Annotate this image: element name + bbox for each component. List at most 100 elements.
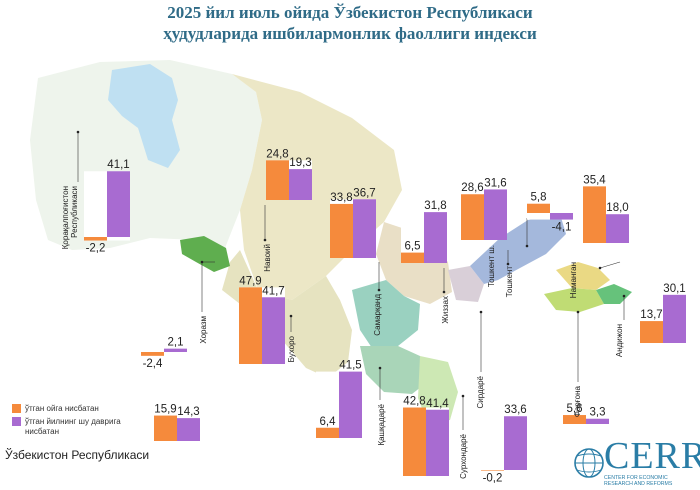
bar-yoy — [550, 213, 573, 220]
data-label-mom: 6,4 — [320, 416, 337, 428]
legend-item: ўтган ойга нисбатан — [12, 404, 140, 414]
data-label-mom: 5,8 — [531, 192, 547, 204]
region-label-наманган: Наманган — [569, 262, 578, 298]
bar-mom — [403, 407, 426, 476]
data-label-yoy: 30,1 — [663, 283, 685, 295]
bar-group: -2,4 2,1 — [141, 337, 187, 370]
region-label-андижон: Андижон — [615, 324, 624, 357]
bar-yoy — [262, 297, 285, 364]
data-label-yoy: 19,3 — [289, 157, 311, 169]
data-label-yoy: 14,3 — [177, 406, 199, 418]
region-marker — [378, 366, 382, 370]
region-label-навоий: Навоий — [263, 244, 272, 272]
legend-label-yoy: ўтган йилнинг шу даврига нисбатан — [25, 417, 121, 436]
bar-mom — [239, 287, 262, 364]
data-label-mom: 15,9 — [154, 404, 176, 416]
fergana-region — [544, 288, 604, 312]
data-label-mom: -2,4 — [143, 358, 163, 370]
bar-yoy — [484, 189, 507, 240]
bukhara-region — [222, 250, 352, 378]
navoi-region — [232, 74, 402, 300]
region-marker — [479, 310, 483, 314]
bar-yoy — [606, 214, 629, 243]
bar-group: 13,7 30,1 — [640, 283, 686, 343]
bar-mom — [563, 415, 586, 424]
samarkand-region — [352, 280, 420, 348]
bar-group: 35,4 18,0 — [583, 174, 629, 243]
region-marker — [576, 310, 580, 314]
data-label-yoy: 41,7 — [262, 285, 284, 297]
bar-group: 28,6 31,6 — [461, 177, 507, 240]
region-label-фарғона: Фарғона — [573, 385, 582, 417]
bar-mom — [330, 203, 353, 258]
leader-line — [599, 261, 621, 269]
bar-yoy — [164, 348, 187, 352]
region-label-тошкент: Тошкент — [505, 266, 514, 298]
data-label-yoy: 33,6 — [504, 404, 526, 416]
data-label-mom: 33,8 — [330, 192, 352, 204]
bar-mom — [401, 252, 424, 263]
data-label-mom: 47,9 — [239, 275, 261, 287]
bar-group: 15,9 14,3 — [154, 404, 200, 441]
chart-title: 2025 йил июль ойида Ўзбекистон Республик… — [0, 2, 700, 44]
data-label-yoy: 3,3 — [590, 407, 606, 419]
bar-yoy — [289, 169, 312, 200]
region-label-part: Республикаси — [70, 186, 79, 238]
region-label-бухоро: Бухоро — [287, 335, 296, 362]
bar-mom — [640, 321, 663, 343]
bar-groups: -2,2 41,1 24,819,3 33,8 36,7 6,5 31,8 28,6 31,6 5… — [84, 148, 686, 484]
kashkadarya-region — [360, 346, 430, 394]
region-markers — [76, 130, 626, 398]
andijan-region — [596, 284, 632, 304]
bar-group: 24,819,3 — [266, 148, 312, 200]
bar-group: 47,941,7 — [239, 275, 285, 364]
legend-swatch-mom — [12, 404, 21, 413]
logo-subtitle-line-2: RESEARCH AND REFORMS — [604, 481, 673, 487]
syrdarya-region — [448, 266, 484, 302]
region-label-хоразм: Хоразм — [199, 316, 208, 344]
data-label-yoy: 41,1 — [107, 159, 129, 171]
logo-subtitle-line-1: CENTER FOR ECONOMIC — [604, 475, 668, 481]
bar-group: -2,2 41,1 — [84, 159, 130, 255]
bar-mom — [316, 427, 339, 438]
bar-yoy — [107, 171, 130, 237]
data-label-yoy: 31,6 — [484, 177, 506, 189]
data-label-yoy: 31,8 — [424, 200, 446, 212]
region-marker — [506, 262, 510, 266]
bar-yoy — [586, 418, 609, 424]
bar-mom — [461, 194, 484, 240]
data-label-mom: -2,2 — [86, 243, 106, 255]
bar-yoy — [177, 418, 200, 441]
data-label-mom: 42,8 — [403, 396, 425, 408]
namangan-region — [556, 262, 610, 290]
data-label-yoy: 2,1 — [168, 337, 184, 349]
legend-swatch-yoy — [12, 417, 21, 426]
bar-mom — [583, 186, 606, 243]
region-marker — [442, 290, 446, 294]
title-line-2: ҳудудларида ишбилармонлик фаоллиги индек… — [163, 24, 537, 43]
bar-mom — [527, 203, 550, 213]
bar-group: 5,6 3,3 — [563, 403, 609, 424]
country-label: Ўзбекистон Республикаси — [5, 448, 150, 462]
legend-item: ўтган йилнинг шу даврига нисбатан — [12, 417, 140, 437]
bar-group: 5,8 -4,1 — [527, 192, 573, 234]
bar-yoy — [426, 409, 449, 476]
region-marker — [525, 244, 529, 248]
region-label-тошкент-ш-: Тошкент ш. — [487, 245, 496, 287]
bar-group: 33,8 36,7 — [330, 187, 376, 258]
bar-group: 6,4 41,5 — [316, 360, 362, 438]
region-marker — [263, 238, 267, 242]
region-label-сирдарё: Сирдарё — [476, 375, 485, 408]
data-label-yoy: 41,4 — [426, 398, 449, 410]
data-label-mom: 35,4 — [583, 174, 606, 186]
region-marker — [76, 130, 80, 134]
bar-mom — [84, 237, 107, 241]
logo-text: CERR — [604, 435, 700, 477]
bar-group: 42,8 41,4 — [403, 396, 449, 476]
bar-yoy — [424, 212, 447, 263]
bar-yoy — [504, 416, 527, 470]
leader-lines — [77, 132, 625, 430]
bar-group: 6,5 31,8 — [401, 200, 447, 263]
region-label-жиззах: Жиззах — [441, 296, 450, 324]
